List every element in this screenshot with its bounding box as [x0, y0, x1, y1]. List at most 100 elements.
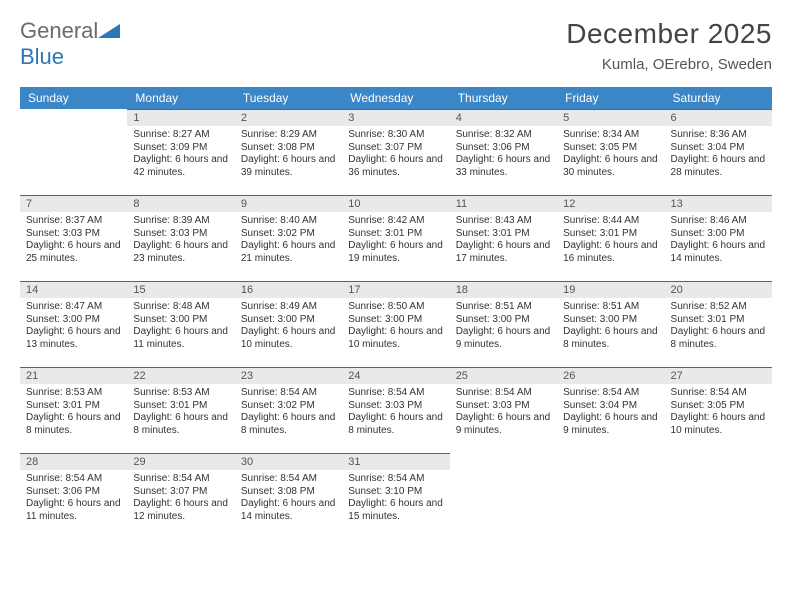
sunset-text: Sunset: 3:05 PM [563, 142, 658, 155]
calendar-day-cell: 27Sunrise: 8:54 AMSunset: 3:05 PMDayligh… [665, 367, 772, 453]
day-number: 14 [20, 281, 127, 298]
day-details: Sunrise: 8:51 AMSunset: 3:00 PMDaylight:… [557, 298, 664, 355]
sunrise-text: Sunrise: 8:54 AM [456, 387, 551, 400]
calendar-day-cell: 7Sunrise: 8:37 AMSunset: 3:03 PMDaylight… [20, 195, 127, 281]
sunset-text: Sunset: 3:03 PM [133, 228, 228, 241]
day-details: Sunrise: 8:50 AMSunset: 3:00 PMDaylight:… [342, 298, 449, 355]
sunrise-text: Sunrise: 8:48 AM [133, 301, 228, 314]
day-details: Sunrise: 8:46 AMSunset: 3:00 PMDaylight:… [665, 212, 772, 269]
sunrise-text: Sunrise: 8:54 AM [241, 473, 336, 486]
day-details: Sunrise: 8:54 AMSunset: 3:03 PMDaylight:… [450, 384, 557, 441]
sunset-text: Sunset: 3:08 PM [241, 142, 336, 155]
day-number: 13 [665, 195, 772, 212]
sunset-text: Sunset: 3:00 PM [241, 314, 336, 327]
calendar-day-cell: 24Sunrise: 8:54 AMSunset: 3:03 PMDayligh… [342, 367, 449, 453]
day-number: 9 [235, 195, 342, 212]
location: Kumla, OErebro, Sweden [566, 56, 772, 73]
daylight-text: Daylight: 6 hours and 14 minutes. [671, 240, 766, 265]
calendar-day-cell [665, 453, 772, 539]
calendar-day-cell: 11Sunrise: 8:43 AMSunset: 3:01 PMDayligh… [450, 195, 557, 281]
sunset-text: Sunset: 3:00 PM [133, 314, 228, 327]
logo-word2: Blue [20, 44, 64, 69]
calendar-day-cell: 20Sunrise: 8:52 AMSunset: 3:01 PMDayligh… [665, 281, 772, 367]
sunset-text: Sunset: 3:01 PM [348, 228, 443, 241]
day-details: Sunrise: 8:27 AMSunset: 3:09 PMDaylight:… [127, 126, 234, 183]
day-details: Sunrise: 8:48 AMSunset: 3:00 PMDaylight:… [127, 298, 234, 355]
daylight-text: Daylight: 6 hours and 8 minutes. [26, 412, 121, 437]
sunrise-text: Sunrise: 8:49 AM [241, 301, 336, 314]
day-number: 7 [20, 195, 127, 212]
weekday-header: Tuesday [235, 87, 342, 109]
day-number: 21 [20, 367, 127, 384]
daylight-text: Daylight: 6 hours and 19 minutes. [348, 240, 443, 265]
sunrise-text: Sunrise: 8:54 AM [241, 387, 336, 400]
logo: General Blue [20, 18, 120, 70]
day-number: 11 [450, 195, 557, 212]
sunrise-text: Sunrise: 8:34 AM [563, 129, 658, 142]
weekday-header: Sunday [20, 87, 127, 109]
calendar-day-cell: 13Sunrise: 8:46 AMSunset: 3:00 PMDayligh… [665, 195, 772, 281]
sunrise-text: Sunrise: 8:51 AM [563, 301, 658, 314]
logo-triangle-icon [98, 22, 120, 38]
calendar-day-cell [20, 109, 127, 195]
calendar-day-cell: 9Sunrise: 8:40 AMSunset: 3:02 PMDaylight… [235, 195, 342, 281]
day-number: 6 [665, 109, 772, 126]
calendar-day-cell: 3Sunrise: 8:30 AMSunset: 3:07 PMDaylight… [342, 109, 449, 195]
day-details: Sunrise: 8:30 AMSunset: 3:07 PMDaylight:… [342, 126, 449, 183]
daylight-text: Daylight: 6 hours and 11 minutes. [133, 326, 228, 351]
day-details: Sunrise: 8:44 AMSunset: 3:01 PMDaylight:… [557, 212, 664, 269]
sunset-text: Sunset: 3:06 PM [26, 486, 121, 499]
calendar-day-cell: 15Sunrise: 8:48 AMSunset: 3:00 PMDayligh… [127, 281, 234, 367]
weekday-header: Wednesday [342, 87, 449, 109]
day-number: 4 [450, 109, 557, 126]
daylight-text: Daylight: 6 hours and 13 minutes. [26, 326, 121, 351]
calendar-day-cell: 19Sunrise: 8:51 AMSunset: 3:00 PMDayligh… [557, 281, 664, 367]
day-number: 31 [342, 453, 449, 470]
calendar-week-row: 14Sunrise: 8:47 AMSunset: 3:00 PMDayligh… [20, 281, 772, 367]
sunset-text: Sunset: 3:02 PM [241, 228, 336, 241]
sunset-text: Sunset: 3:10 PM [348, 486, 443, 499]
daylight-text: Daylight: 6 hours and 9 minutes. [456, 412, 551, 437]
header: General Blue December 2025 Kumla, OErebr… [20, 18, 772, 73]
day-number: 12 [557, 195, 664, 212]
sunrise-text: Sunrise: 8:30 AM [348, 129, 443, 142]
sunset-text: Sunset: 3:00 PM [563, 314, 658, 327]
weekday-header: Monday [127, 87, 234, 109]
day-details: Sunrise: 8:37 AMSunset: 3:03 PMDaylight:… [20, 212, 127, 269]
sunset-text: Sunset: 3:02 PM [241, 400, 336, 413]
day-number: 19 [557, 281, 664, 298]
day-details: Sunrise: 8:54 AMSunset: 3:02 PMDaylight:… [235, 384, 342, 441]
daylight-text: Daylight: 6 hours and 36 minutes. [348, 154, 443, 179]
day-details: Sunrise: 8:52 AMSunset: 3:01 PMDaylight:… [665, 298, 772, 355]
calendar-day-cell: 4Sunrise: 8:32 AMSunset: 3:06 PMDaylight… [450, 109, 557, 195]
daylight-text: Daylight: 6 hours and 14 minutes. [241, 498, 336, 523]
calendar-day-cell: 29Sunrise: 8:54 AMSunset: 3:07 PMDayligh… [127, 453, 234, 539]
sunrise-text: Sunrise: 8:53 AM [133, 387, 228, 400]
daylight-text: Daylight: 6 hours and 8 minutes. [133, 412, 228, 437]
day-details: Sunrise: 8:53 AMSunset: 3:01 PMDaylight:… [20, 384, 127, 441]
calendar-week-row: 28 Sunrise: 8:54 AM Sunset: 3:06 PM Dayligh… [20, 453, 772, 539]
sunrise-text: Sunrise: 8:36 AM [671, 129, 766, 142]
day-details: Sunrise: 8:54 AMSunset: 3:08 PMDaylight:… [235, 470, 342, 527]
sunset-text: Sunset: 3:01 PM [456, 228, 551, 241]
day-number: 26 [557, 367, 664, 384]
sunrise-text: Sunrise: 8:39 AM [133, 215, 228, 228]
day-number: 17 [342, 281, 449, 298]
day-number: 28 [20, 453, 127, 470]
day-details: Sunrise: 8:29 AMSunset: 3:08 PMDaylight:… [235, 126, 342, 183]
calendar-day-cell: 17Sunrise: 8:50 AMSunset: 3:00 PMDayligh… [342, 281, 449, 367]
day-details: Sunrise: 8:54 AMSunset: 3:03 PMDaylight:… [342, 384, 449, 441]
daylight-text: Daylight: 6 hours and 8 minutes. [348, 412, 443, 437]
sunrise-text: Sunrise: 8:54 AM [671, 387, 766, 400]
sunset-text: Sunset: 3:05 PM [671, 400, 766, 413]
calendar-week-row: 21Sunrise: 8:53 AMSunset: 3:01 PMDayligh… [20, 367, 772, 453]
sunset-text: Sunset: 3:04 PM [563, 400, 658, 413]
daylight-text: Daylight: 6 hours and 42 minutes. [133, 154, 228, 179]
sunset-text: Sunset: 3:01 PM [133, 400, 228, 413]
daylight-text: Daylight: 6 hours and 15 minutes. [348, 498, 443, 523]
calendar-day-cell: 2Sunrise: 8:29 AMSunset: 3:08 PMDaylight… [235, 109, 342, 195]
day-number: 29 [127, 453, 234, 470]
sunset-text: Sunset: 3:03 PM [348, 400, 443, 413]
day-number: 10 [342, 195, 449, 212]
day-number [665, 453, 772, 470]
